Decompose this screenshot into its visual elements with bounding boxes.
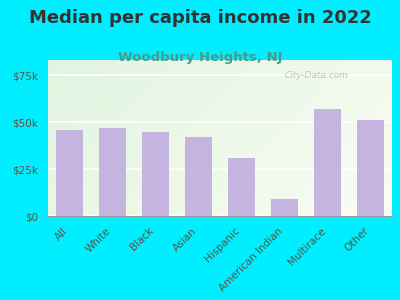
Text: Median per capita income in 2022: Median per capita income in 2022 (28, 9, 372, 27)
Bar (314, 109, 342, 216)
Bar (98, 128, 126, 216)
Bar (142, 132, 170, 216)
Bar (228, 158, 256, 216)
Bar (356, 120, 384, 216)
Text: City-Data.com: City-Data.com (284, 71, 348, 80)
Bar (270, 199, 298, 216)
Text: Woodbury Heights, NJ: Woodbury Heights, NJ (118, 51, 282, 64)
Bar (184, 137, 212, 216)
Bar (56, 130, 84, 216)
